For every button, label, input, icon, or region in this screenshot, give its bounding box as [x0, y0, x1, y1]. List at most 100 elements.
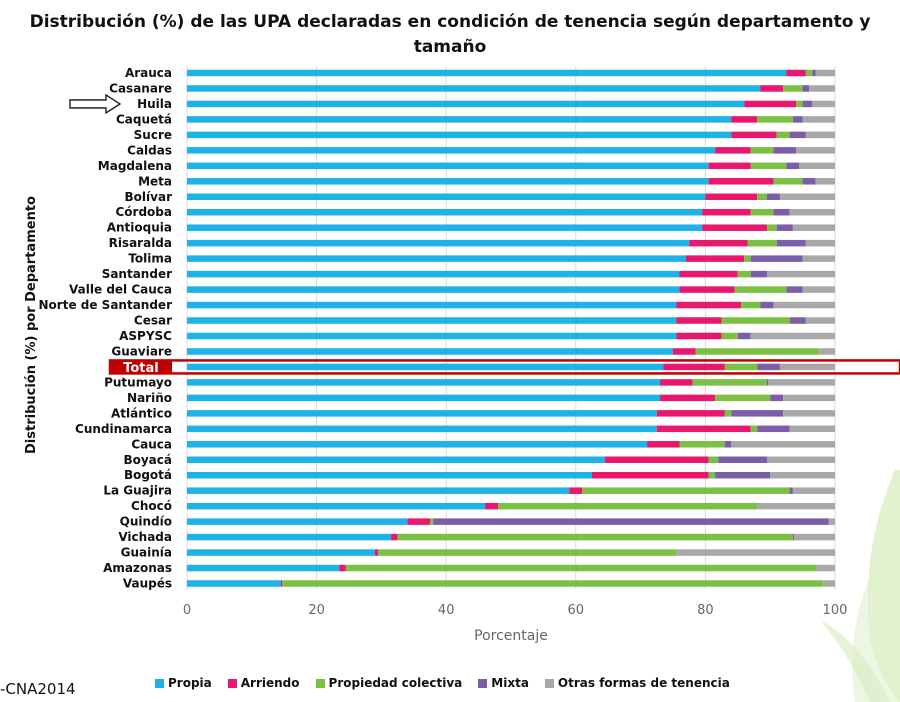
bar-segment: [187, 131, 732, 139]
bar-segment: [604, 456, 709, 463]
bar-segment: [750, 332, 835, 340]
bar-segment: [187, 332, 677, 340]
bar-segment: [786, 162, 800, 170]
bar-segment: [498, 502, 758, 510]
legend-item: Arriendo: [227, 676, 300, 690]
bar-segment: [660, 379, 693, 386]
bar-segment: [776, 224, 793, 231]
bar-segment: [766, 224, 777, 231]
bar-segment: [802, 116, 835, 123]
bar-segment: [676, 332, 722, 340]
bar-segment: [766, 379, 769, 386]
bar-segment: [187, 518, 408, 525]
bar-segment: [802, 178, 816, 185]
bar-segment: [187, 69, 787, 77]
bar-segment: [582, 487, 790, 494]
bar-segment: [812, 69, 816, 77]
bar-segment: [339, 564, 346, 572]
category-label: Valle del Cauca: [69, 283, 172, 297]
category-label: ASPYSC: [119, 329, 172, 343]
bar-segment: [792, 116, 803, 123]
bar-segment: [430, 518, 434, 525]
bar-segment: [708, 456, 719, 463]
category-label: Bolívar: [125, 190, 173, 204]
legend-item: Otras formas de tenencia: [544, 676, 730, 690]
bar-segment: [702, 208, 751, 216]
bar-segment: [708, 162, 751, 170]
bar-segment: [768, 379, 835, 386]
legend-item: Propiedad colectiva: [315, 676, 462, 690]
bar-segment: [187, 255, 686, 262]
bar-segment: [731, 116, 758, 123]
bar-segment: [187, 193, 706, 201]
category-label: Guaviare: [111, 344, 172, 358]
category-label: Chocó: [131, 499, 172, 513]
bar-segment: [809, 85, 835, 92]
bar-segment: [187, 162, 709, 170]
bar-segment: [187, 580, 281, 587]
bar-segment: [660, 394, 716, 402]
category-label: Nariño: [127, 391, 172, 405]
bar-segment: [766, 193, 780, 201]
bar-segment: [750, 425, 758, 433]
bar-segment: [433, 518, 829, 525]
category-label: Antioquia: [107, 221, 172, 235]
category-label: Magdalena: [98, 159, 172, 173]
bar-segment: [805, 317, 835, 324]
category-label: Meta: [138, 174, 172, 188]
bar-segment: [187, 487, 570, 494]
bar-segment: [187, 425, 657, 433]
bar-segment: [187, 533, 392, 541]
highlight-label-box: [110, 360, 172, 374]
bar-segment: [374, 549, 379, 556]
decorative-leaf: [820, 470, 900, 702]
bar-segment: [766, 270, 835, 278]
bar-segment: [770, 394, 784, 402]
category-label: Norte de Santander: [39, 298, 173, 312]
bar-segment: [724, 363, 758, 371]
bar-segment: [802, 100, 813, 108]
bar-segment: [731, 410, 784, 417]
bar-segment: [689, 239, 748, 247]
bar-segment: [802, 286, 835, 293]
bar-segment: [731, 441, 835, 448]
bar-segment: [737, 270, 751, 278]
bar-segment: [718, 456, 767, 463]
x-tick-label: 20: [308, 603, 325, 618]
bar-segment: [708, 471, 716, 479]
bar-segment: [737, 332, 751, 340]
legend-label: Otras formas de tenencia: [557, 676, 730, 690]
pointer-arrow-icon: [69, 93, 122, 115]
bar-segment: [187, 410, 657, 417]
legend-item: Mixta: [478, 676, 529, 690]
category-label: Santander: [102, 267, 172, 281]
bar-segment: [750, 255, 803, 262]
bar-segment: [789, 208, 835, 216]
category-label: Cesar: [134, 314, 172, 328]
legend-swatch: [544, 678, 554, 688]
huila-pointer-arrow: [69, 93, 122, 115]
category-label: Córdoba: [116, 205, 173, 219]
category-label: Cundinamarca: [75, 422, 172, 436]
bar-segment: [187, 239, 690, 247]
category-label: Sucre: [134, 128, 172, 142]
bar-segment: [744, 255, 751, 262]
category-label: Caldas: [127, 143, 172, 157]
y-axis-label: Distribución (%) por Departamento: [24, 196, 39, 454]
bar-segment: [741, 301, 761, 309]
x-tick-label: 80: [697, 603, 714, 618]
bar-segment: [187, 224, 703, 231]
bar-segment: [187, 116, 732, 123]
bar-segment: [789, 317, 806, 324]
bar-segment: [676, 301, 742, 309]
bar-segment: [647, 441, 680, 448]
bar-segment: [757, 502, 835, 510]
bar-segment: [783, 410, 835, 417]
bar-segment: [805, 69, 813, 77]
category-label: Quindío: [120, 515, 172, 529]
source-note: -CNA2014: [0, 680, 76, 698]
bar-segment: [715, 147, 751, 154]
bar-segment: [679, 441, 725, 448]
bar-segment: [187, 363, 664, 371]
